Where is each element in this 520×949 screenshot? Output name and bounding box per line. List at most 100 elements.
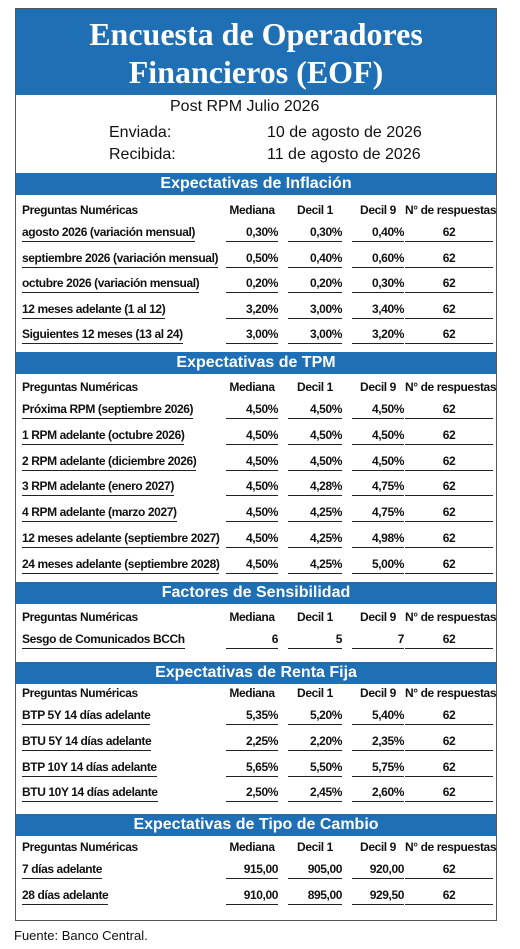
row-label: 7 días adelante (22, 860, 102, 879)
cell-value: 920,00 (352, 860, 404, 879)
row-label: 4 RPM adelante (marzo 2027) (22, 503, 177, 523)
cell-value: 62 (405, 325, 493, 344)
cell-value: 4,50% (352, 452, 404, 471)
cell-value: 4,50% (226, 477, 278, 497)
cell-value: 62 (405, 274, 493, 293)
cell-value: 4,50% (352, 426, 404, 445)
title-line: Financieros (EOF) (128, 54, 384, 90)
cell-value: 62 (405, 223, 493, 242)
cell-value: 7 (352, 630, 404, 649)
column-header: Mediana (229, 380, 275, 394)
cell-value: 3,00% (288, 300, 342, 319)
column-header: N° de respuestas (405, 610, 497, 624)
cell-value: 4,25% (288, 529, 342, 548)
cell-value: 0,40% (352, 223, 404, 242)
column-header: Decil 1 (297, 380, 333, 394)
cell-value: 5,50% (288, 758, 342, 777)
cell-value: 62 (405, 426, 493, 445)
received-label: Recibida: (109, 146, 176, 163)
cell-value: 4,25% (288, 503, 342, 523)
column-header: Decil 9 (360, 610, 396, 624)
cell-value: 2,20% (288, 732, 342, 751)
cell-value: 2,50% (226, 783, 278, 803)
cell-value: 62 (405, 300, 493, 319)
cell-value: 62 (405, 249, 493, 268)
cell-value: 6 (226, 630, 278, 649)
cell-value: 5 (288, 630, 342, 649)
column-header: Preguntas Numéricas (22, 203, 138, 217)
cell-value: 4,50% (226, 400, 278, 419)
cell-value: 62 (405, 529, 493, 548)
cell-value: 4,28% (288, 477, 342, 497)
cell-value: 5,75% (352, 758, 404, 777)
cell-value: 5,20% (288, 706, 342, 725)
cell-value: 4,50% (226, 452, 278, 471)
column-header: Preguntas Numéricas (22, 380, 138, 394)
sent-date: 10 de agosto de 2026 (267, 124, 422, 141)
cell-value: 5,65% (226, 758, 278, 777)
cell-value: 62 (405, 706, 493, 725)
row-label: Próxima RPM (septiembre 2026) (22, 400, 194, 419)
cell-value: 4,50% (288, 452, 342, 471)
cell-value: 62 (405, 555, 493, 574)
column-header: Mediana (229, 203, 275, 217)
cell-value: 3,20% (352, 325, 404, 344)
section-title: Expectativas de Inflación (16, 173, 496, 195)
column-header: Decil 9 (360, 840, 396, 854)
source: Fuente: Banco Central. (14, 928, 148, 943)
row-label: 12 meses adelante (1 al 12) (22, 300, 166, 319)
cell-value: 4,75% (352, 477, 404, 497)
section-title: Expectativas de Tipo de Cambio (16, 814, 496, 836)
cell-value: 3,40% (352, 300, 404, 319)
cell-value: 62 (405, 860, 493, 879)
row-label: Sesgo de Comunicados BCCh (22, 630, 185, 649)
cell-value: 0,30% (288, 223, 342, 242)
cell-value: 2,45% (288, 783, 342, 803)
cell-value: 910,00 (226, 886, 278, 905)
row-label: agosto 2026 (variación mensual) (22, 223, 195, 242)
column-header: Decil 1 (297, 610, 333, 624)
column-header: Mediana (229, 610, 275, 624)
column-header: Decil 1 (297, 686, 333, 700)
cell-value: 62 (405, 400, 493, 419)
frame (15, 8, 497, 921)
cell-value: 895,00 (288, 886, 342, 905)
row-label: BTU 10Y 14 días adelante (22, 783, 158, 803)
row-label: 2 RPM adelante (diciembre 2026) (22, 452, 197, 471)
cell-value: 915,00 (226, 860, 278, 879)
cell-value: 4,50% (352, 400, 404, 419)
column-header: Decil 9 (360, 203, 396, 217)
section-title: Expectativas de Renta Fija (16, 662, 496, 684)
title: Encuesta de Operadores Financieros (EOF) (16, 9, 496, 95)
column-header: Mediana (229, 840, 275, 854)
cell-value: 4,98% (352, 529, 404, 548)
row-label: BTU 5Y 14 días adelante (22, 732, 152, 751)
cell-value: 0,50% (226, 249, 278, 268)
cell-value: 62 (405, 503, 493, 523)
row-label: BTP 10Y 14 días adelante (22, 758, 157, 777)
cell-value: 2,60% (352, 783, 404, 803)
cell-value: 62 (405, 630, 493, 649)
section-title: Factores de Sensibilidad (16, 582, 496, 604)
cell-value: 4,50% (226, 529, 278, 548)
title-line: Encuesta de Operadores (89, 16, 423, 52)
column-header: N° de respuestas (405, 840, 497, 854)
column-header: Decil 9 (360, 380, 396, 394)
row-label: 1 RPM adelante (octubre 2026) (22, 426, 185, 445)
column-header: N° de respuestas (405, 686, 497, 700)
cell-value: 5,00% (352, 555, 404, 574)
row-label: BTP 5Y 14 días adelante (22, 706, 151, 725)
column-header: Decil 9 (360, 686, 396, 700)
cell-value: 0,40% (288, 249, 342, 268)
sent-label: Enviada: (109, 124, 172, 141)
cell-value: 3,00% (288, 325, 342, 344)
section-title: Expectativas de TPM (16, 352, 496, 374)
cell-value: 2,35% (352, 732, 404, 751)
cell-value: 62 (405, 783, 493, 803)
column-header: Preguntas Numéricas (22, 686, 138, 700)
row-label: 28 días adelante (22, 886, 109, 905)
cell-value: 0,20% (288, 274, 342, 293)
cell-value: 4,50% (288, 426, 342, 445)
cell-value: 5,40% (352, 706, 404, 725)
